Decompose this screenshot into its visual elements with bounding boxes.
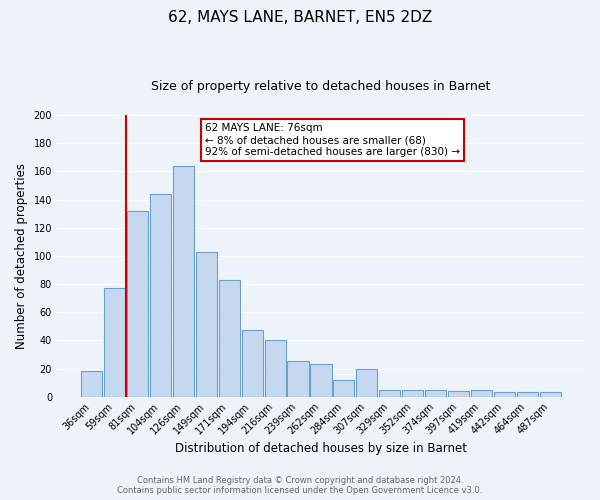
X-axis label: Distribution of detached houses by size in Barnet: Distribution of detached houses by size … [175, 442, 467, 455]
Bar [265, 340, 286, 396]
Bar [334, 380, 355, 396]
Bar [540, 392, 561, 396]
Bar [196, 252, 217, 396]
Bar [517, 392, 538, 396]
Bar [287, 362, 308, 396]
Bar [150, 194, 171, 396]
Bar [356, 368, 377, 396]
Text: 62, MAYS LANE, BARNET, EN5 2DZ: 62, MAYS LANE, BARNET, EN5 2DZ [168, 10, 432, 25]
Bar [242, 330, 263, 396]
Bar [127, 211, 148, 396]
Bar [471, 390, 492, 396]
Bar [425, 390, 446, 396]
Bar [173, 166, 194, 396]
Bar [494, 392, 515, 396]
Bar [81, 372, 102, 396]
Y-axis label: Number of detached properties: Number of detached properties [15, 163, 28, 349]
Bar [104, 288, 125, 397]
Bar [448, 391, 469, 396]
Title: Size of property relative to detached houses in Barnet: Size of property relative to detached ho… [151, 80, 491, 93]
Text: 62 MAYS LANE: 76sqm
← 8% of detached houses are smaller (68)
92% of semi-detache: 62 MAYS LANE: 76sqm ← 8% of detached hou… [205, 124, 460, 156]
Bar [379, 390, 400, 396]
Bar [218, 280, 240, 396]
Bar [402, 390, 424, 396]
Bar [310, 364, 332, 396]
Text: Contains HM Land Registry data © Crown copyright and database right 2024.
Contai: Contains HM Land Registry data © Crown c… [118, 476, 482, 495]
